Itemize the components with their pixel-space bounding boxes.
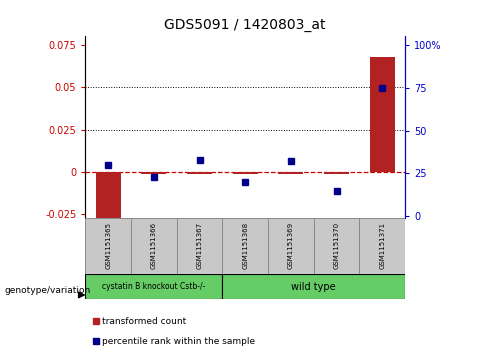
FancyBboxPatch shape (314, 218, 359, 274)
Bar (324, 172, 349, 174)
Text: genotype/variation: genotype/variation (5, 286, 91, 295)
Bar (369, 57, 395, 172)
Text: wild type: wild type (291, 282, 336, 292)
Text: GSM1151368: GSM1151368 (242, 223, 248, 269)
Bar (142, 172, 166, 174)
Title: GDS5091 / 1420803_at: GDS5091 / 1420803_at (164, 19, 326, 33)
FancyBboxPatch shape (85, 218, 131, 274)
Text: GSM1151371: GSM1151371 (379, 223, 385, 269)
Text: GSM1151369: GSM1151369 (288, 223, 294, 269)
Text: GSM1151366: GSM1151366 (151, 223, 157, 269)
Bar (96, 172, 121, 220)
Text: percentile rank within the sample: percentile rank within the sample (102, 337, 256, 346)
FancyBboxPatch shape (223, 274, 405, 299)
FancyBboxPatch shape (177, 218, 223, 274)
Text: GSM1151367: GSM1151367 (197, 223, 203, 269)
FancyBboxPatch shape (359, 218, 405, 274)
Bar (233, 172, 258, 174)
Text: cystatin B knockout Cstb-/-: cystatin B knockout Cstb-/- (102, 282, 205, 291)
Text: transformed count: transformed count (102, 317, 187, 326)
Text: GSM1151365: GSM1151365 (105, 223, 111, 269)
FancyBboxPatch shape (223, 218, 268, 274)
FancyBboxPatch shape (131, 218, 177, 274)
Bar (278, 172, 304, 174)
FancyBboxPatch shape (85, 274, 223, 299)
Text: GSM1151370: GSM1151370 (333, 223, 340, 269)
Bar (187, 172, 212, 174)
FancyBboxPatch shape (268, 218, 314, 274)
